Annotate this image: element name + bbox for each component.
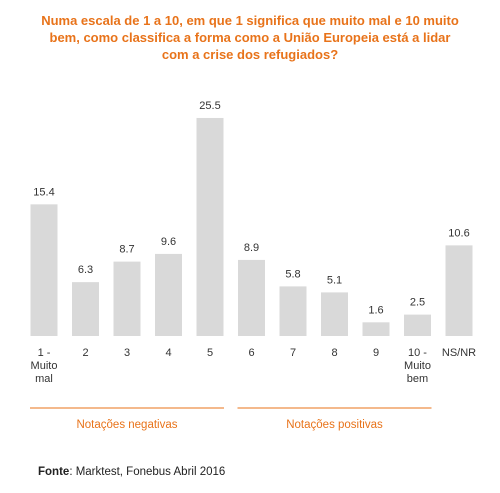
category-label: 2	[82, 347, 88, 359]
value-label: 5.8	[285, 268, 300, 280]
bar	[72, 282, 99, 336]
title-line: bem, como classifica a forma como a Uniã…	[49, 30, 451, 45]
category-label: 7	[290, 347, 296, 359]
category-label: mal	[35, 373, 53, 385]
bar	[362, 322, 390, 336]
bar	[30, 204, 58, 336]
category-label: 9	[373, 347, 379, 359]
category-label: 10 -	[408, 347, 427, 359]
title-line: Numa escala de 1 a 10, em que 1 signific…	[41, 13, 459, 28]
value-label: 15.4	[33, 186, 54, 198]
source-label: Fonte	[38, 466, 70, 478]
category-label: Muito	[404, 360, 431, 372]
category-label: 8	[331, 347, 337, 359]
bar	[113, 261, 141, 336]
bar	[321, 292, 348, 336]
value-label: 9.6	[161, 236, 176, 248]
value-label: 8.7	[119, 244, 134, 256]
category-label: Muito	[31, 360, 58, 372]
category-label: bem	[407, 373, 428, 385]
value-label: 10.6	[448, 227, 469, 239]
group-label: Notações positivas	[286, 419, 383, 431]
bar	[445, 245, 473, 336]
category-label: 5	[207, 347, 213, 359]
source-note: Fonte: Marktest, Fonebus Abril 2016	[38, 466, 225, 478]
title-line: com a crise dos refugiados?	[161, 47, 339, 62]
category-label: 6	[248, 347, 254, 359]
value-label: 1.6	[368, 304, 383, 316]
category-label: 3	[124, 347, 130, 359]
category-label: 4	[165, 347, 171, 359]
bar	[404, 314, 431, 336]
chart-title: Numa escala de 1 a 10, em que 1 signific…	[40, 12, 460, 63]
bar	[238, 259, 265, 336]
category-label: NS/NR	[442, 347, 476, 359]
value-label: 6.3	[78, 264, 93, 276]
value-label: 2.5	[410, 297, 425, 309]
group-label: Notações negativas	[76, 419, 177, 431]
category-label: 1 -	[38, 347, 51, 359]
value-label: 5.1	[327, 274, 342, 286]
bar	[155, 253, 182, 336]
bar	[196, 117, 224, 336]
value-label: 25.5	[199, 100, 220, 112]
bar	[279, 286, 307, 336]
source-text: : Marktest, Fonebus Abril 2016	[69, 466, 226, 478]
value-label: 8.9	[244, 242, 259, 254]
